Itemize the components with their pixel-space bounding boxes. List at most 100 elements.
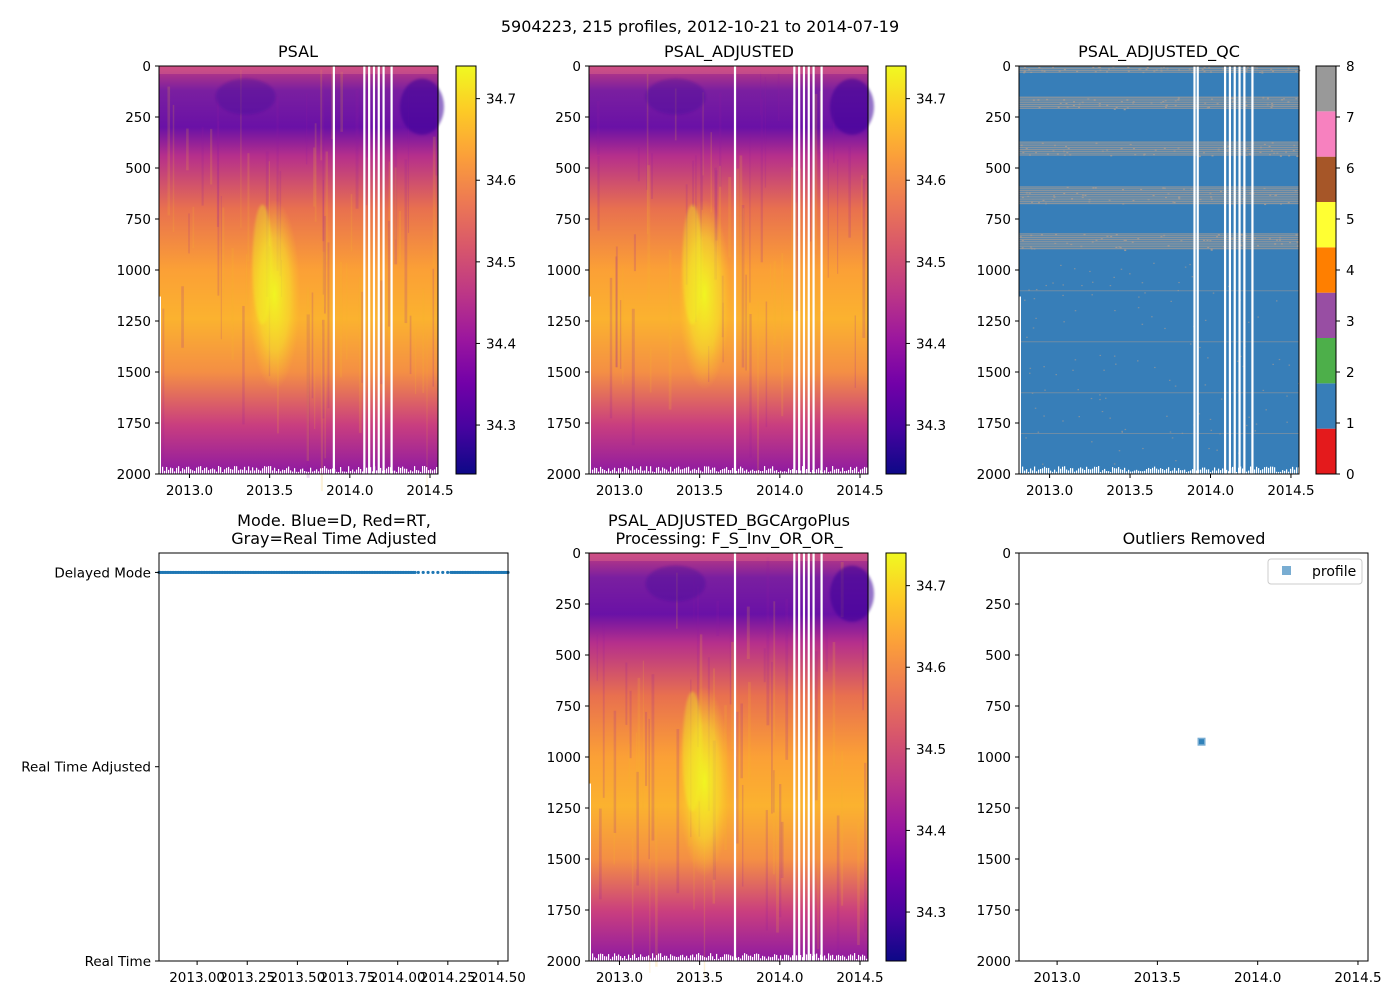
bottom-gap: [756, 470, 758, 474]
profile-gap: [807, 66, 810, 474]
bottom-gap: [1098, 466, 1100, 474]
qc-flag-8-speck: [1278, 358, 1281, 361]
bottom-gap: [262, 468, 264, 474]
bottom-gap: [388, 466, 390, 474]
bottom-gap: [188, 466, 190, 474]
bottom-gap: [418, 470, 420, 474]
qc-flag-8-speck: [1030, 201, 1033, 203]
qc-flag-8-speck: [1025, 437, 1027, 439]
bottom-gap: [838, 954, 840, 961]
qc-colorbar-segment: [1316, 338, 1336, 384]
bottom-gap: [864, 466, 866, 474]
qc-flag-8-speck: [1203, 70, 1206, 73]
bottom-gap: [762, 955, 764, 961]
bottom-gap: [170, 467, 172, 474]
salinity-streak: [350, 194, 353, 252]
y-tick-label: 250: [555, 110, 581, 126]
bottom-gap: [760, 471, 762, 474]
psal-x-axis: 2013.0 2013.5 2014.0 2014.5: [166, 474, 454, 499]
profile-gap: [802, 553, 806, 961]
salinity-streak: [389, 281, 391, 337]
bottom-gap: [240, 469, 242, 474]
qc-flag-8-speck: [1206, 107, 1209, 109]
salinity-streak: [646, 74, 649, 235]
outlier-points: [1197, 737, 1206, 746]
bottom-gap: [1042, 468, 1044, 474]
colorbar-tick-label: 34.5: [916, 742, 946, 758]
qc-flag-8-speck: [1056, 153, 1059, 155]
qc-flag-8-speck: [1037, 202, 1040, 204]
qc-flag-8-speck: [1113, 463, 1116, 465]
qc-heatmap: [1019, 66, 1301, 474]
psal-adjusted-y-axis: 0 250 500 750 1000 1250 1500 1750 2000: [547, 59, 589, 483]
bottom-gap: [854, 468, 856, 474]
bottom-gap: [256, 467, 258, 474]
salinity-streak: [311, 292, 314, 399]
bottom-gap: [400, 467, 402, 474]
bottom-gap: [1266, 466, 1268, 474]
salinity-streak: [827, 137, 829, 278]
mode-point: [436, 570, 440, 575]
qc-flag-8-speck: [1127, 70, 1130, 72]
bottom-gap: [210, 469, 212, 474]
salinity-streak: [320, 325, 323, 492]
bottom-gap: [248, 466, 250, 474]
qc-flag-8-speck: [1210, 198, 1213, 201]
mode-axes-frame: [158, 552, 509, 962]
bottom-gap: [736, 470, 738, 474]
bottom-gap: [1244, 468, 1246, 474]
bottom-gap: [840, 471, 842, 474]
bottom-gap: [1202, 467, 1204, 474]
salinity-streak: [426, 333, 428, 490]
salinity-streak: [216, 97, 219, 227]
qc-flag-8-speck: [1035, 317, 1037, 319]
y-tick-label: 2000: [547, 467, 581, 483]
bottom-gap: [1224, 466, 1226, 474]
qc-flag-8-speck: [1095, 142, 1098, 145]
qc-flag-8-speck: [1286, 421, 1288, 423]
bottom-gap: [648, 955, 650, 961]
qc-flag-8-band: [1019, 69, 1299, 71]
qc-flag-8-speck: [1066, 186, 1069, 189]
bottom-gap: [1144, 470, 1146, 474]
qc-flag-8-band: [1019, 71, 1299, 73]
qc-flag-8-speck: [1150, 102, 1153, 104]
bottom-gap: [346, 471, 348, 474]
qc-flag-8-speck: [1230, 97, 1233, 99]
bottom-gap: [1050, 470, 1052, 474]
bottom-gap: [840, 955, 842, 961]
qc-flag-8-speck: [1132, 147, 1135, 150]
bottom-gap: [808, 466, 810, 474]
bottom-gap: [1040, 469, 1042, 474]
qc-flag-8-speck: [1110, 154, 1113, 157]
bottom-gap: [1258, 468, 1260, 474]
bottom-gap: [266, 466, 268, 474]
bottom-gap: [714, 958, 716, 961]
salinity-streak: [313, 147, 316, 207]
qc-flag-8-speck: [1037, 431, 1040, 433]
salinity-streak: [366, 91, 369, 146]
qc-flag-8-speck: [1028, 69, 1031, 71]
salinity-streak: [222, 207, 225, 297]
bottom-gap: [434, 469, 436, 474]
bottom-gap: [1058, 466, 1060, 474]
bottom-gap: [700, 470, 702, 474]
salinity-streak: [735, 711, 739, 844]
bottom-gap: [294, 468, 296, 474]
qc-flag-8-speck: [1217, 148, 1220, 151]
qc-flag-8-speck: [1160, 67, 1163, 70]
bottom-gap: [1228, 471, 1230, 474]
qc-flag-8-band: [1019, 96, 1299, 98]
salinity-streak: [749, 134, 751, 303]
shallow-profile-gap: [1019, 296, 1021, 474]
bottom-gap: [242, 469, 244, 474]
qc-flag-8-band: [1019, 67, 1299, 70]
qc-flag-8-speck: [1063, 321, 1065, 323]
bottom-gap: [668, 958, 670, 961]
bottom-gap: [432, 470, 434, 474]
qc-flag-8-speck: [1041, 69, 1044, 72]
qc-flag-8-speck: [1184, 266, 1187, 268]
qc-flag-8-speck: [1062, 294, 1064, 297]
y-tick-label: Delayed Mode: [54, 565, 151, 581]
bottom-gap: [314, 470, 316, 474]
